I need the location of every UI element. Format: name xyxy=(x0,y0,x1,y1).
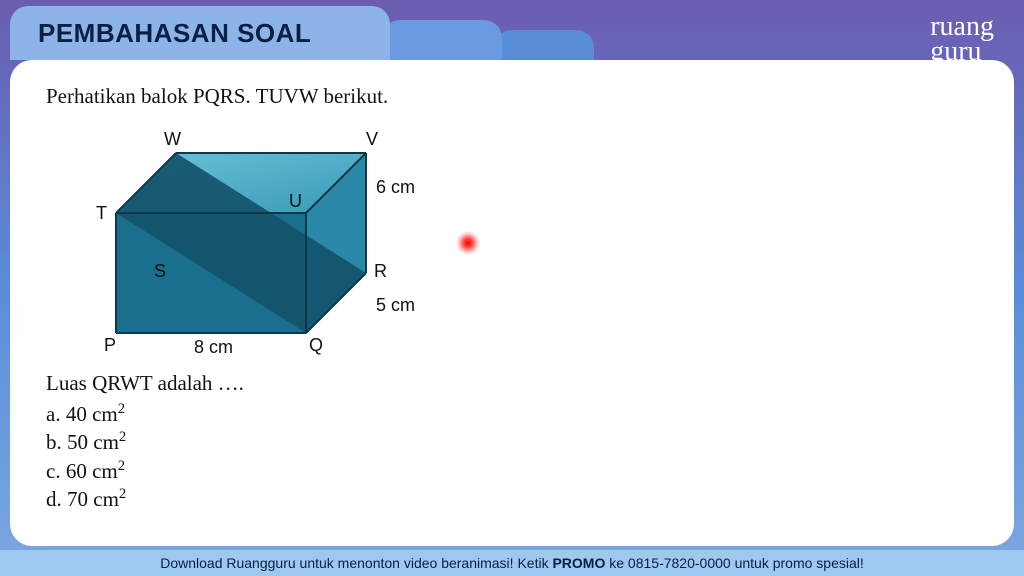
cuboid-svg xyxy=(76,123,416,363)
answer-option[interactable]: a. 40 cm2 xyxy=(46,400,978,428)
header-tabs: PEMBAHASAN SOAL xyxy=(10,6,586,60)
vertex-label-R: R xyxy=(374,261,387,282)
vertex-label-T: T xyxy=(96,203,107,224)
laser-pointer-icon xyxy=(456,231,480,255)
answer-options: a. 40 cm2b. 50 cm2c. 60 cm2d. 70 cm2 xyxy=(46,400,978,513)
prompt-suffix: adalah …. xyxy=(152,371,244,395)
tab-decor-mid xyxy=(382,20,502,60)
vertex-label-S: S xyxy=(154,261,166,282)
vertex-label-W: W xyxy=(164,129,181,150)
answer-option[interactable]: b. 50 cm2 xyxy=(46,428,978,456)
footer-bar: Download Ruangguru untuk menonton video … xyxy=(0,550,1024,576)
answer-option[interactable]: c. 60 cm2 xyxy=(46,457,978,485)
vertex-label-Q: Q xyxy=(309,335,323,356)
vertex-label-P: P xyxy=(104,335,116,356)
question-intro: Perhatikan balok PQRS. TUVW berikut. xyxy=(46,84,978,109)
prompt-prefix: Luas xyxy=(46,371,92,395)
vertex-label-V: V xyxy=(366,129,378,150)
vertex-label-U: U xyxy=(289,191,302,212)
dimension-label: 5 cm xyxy=(376,295,415,316)
app-frame: PEMBAHASAN SOAL ruang guru Perhatikan ba… xyxy=(0,0,1024,576)
footer-bold: PROMO xyxy=(552,555,605,571)
dimension-label: 6 cm xyxy=(376,177,415,198)
cuboid-diagram: P Q R S T U V W 8 cm 5 cm 6 cm xyxy=(76,123,496,363)
tab-main: PEMBAHASAN SOAL xyxy=(10,6,390,60)
prompt-variable: QRWT xyxy=(92,371,152,395)
footer-pre: Download Ruangguru untuk menonton video … xyxy=(160,555,548,571)
question-prompt: Luas QRWT adalah …. xyxy=(46,371,978,396)
footer-post: ke 0815-7820-0000 untuk promo spesial! xyxy=(609,555,864,571)
answer-option[interactable]: d. 70 cm2 xyxy=(46,485,978,513)
dimension-label: 8 cm xyxy=(194,337,233,358)
tab-decor-back xyxy=(494,30,594,60)
page-title: PEMBAHASAN SOAL xyxy=(38,18,311,49)
content-card: Perhatikan balok PQRS. TUVW berikut. xyxy=(10,60,1014,546)
